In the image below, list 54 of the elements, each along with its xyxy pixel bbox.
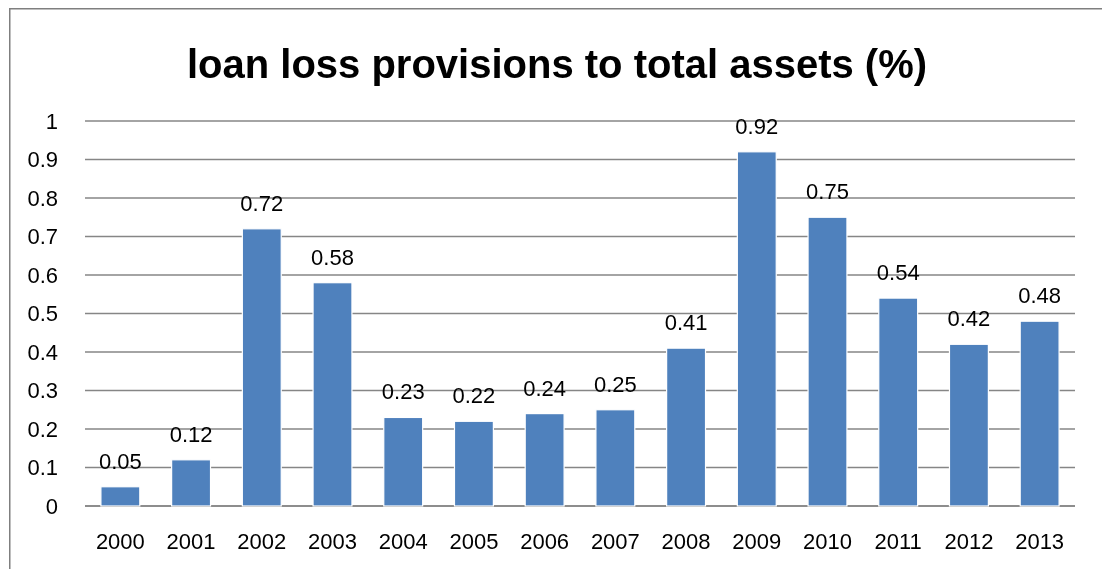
- x-tick-label: 2009: [732, 529, 782, 554]
- x-tick-label: 2004: [378, 529, 428, 554]
- bar: [453, 420, 494, 507]
- bar: [312, 282, 353, 507]
- bar: [595, 409, 636, 507]
- data-label: 0.92: [735, 113, 779, 139]
- bar: [241, 228, 282, 507]
- y-tick-label: 0.5: [27, 301, 58, 327]
- data-label: 0.72: [240, 190, 284, 216]
- x-tick-label: 2008: [661, 529, 711, 554]
- y-tick-label: 0.6: [27, 262, 58, 288]
- bar: [878, 297, 919, 507]
- x-tick-label: 2000: [95, 529, 145, 554]
- data-label: 0.23: [381, 379, 425, 405]
- data-label: 0.54: [876, 260, 920, 286]
- x-tick-label: 2006: [520, 529, 570, 554]
- y-tick-label: 0: [45, 493, 58, 519]
- x-tick-label: 2013: [1015, 529, 1065, 554]
- bar: [383, 416, 424, 507]
- x-tick-label: 2001: [166, 529, 216, 554]
- y-tick-label: 0.2: [27, 416, 58, 442]
- x-tick-label: 2007: [590, 529, 640, 554]
- x-tick-label: 2003: [308, 529, 357, 554]
- chart-title: loan loss provisions to total assets (%): [186, 42, 928, 86]
- y-tick-label: 0.1: [27, 455, 58, 481]
- bar: [171, 459, 212, 507]
- data-label: 0.58: [311, 244, 354, 270]
- bar: [524, 413, 565, 507]
- x-tick-label: 2010: [803, 529, 852, 554]
- y-tick-label: 0.7: [27, 224, 58, 250]
- x-tick-label: 2012: [944, 529, 994, 554]
- data-label: 0.48: [1018, 283, 1062, 309]
- data-label: 0.24: [523, 375, 567, 401]
- data-label: 0.12: [169, 421, 213, 447]
- data-label: 0.22: [452, 383, 496, 409]
- bar: [666, 347, 707, 507]
- y-tick-label: 0.3: [27, 378, 58, 404]
- bar: [1019, 320, 1060, 507]
- data-label: 0.25: [593, 371, 637, 397]
- bar: [948, 343, 989, 507]
- data-label: 0.42: [947, 306, 991, 332]
- y-tick-label: 0.8: [27, 185, 58, 211]
- bar: [807, 216, 848, 507]
- x-tick-label: 2005: [449, 529, 499, 554]
- y-tick-label: 1: [45, 108, 58, 134]
- data-label: 0.05: [98, 448, 142, 474]
- data-label: 0.41: [664, 310, 708, 336]
- x-tick-label: 2011: [874, 529, 922, 554]
- bar: [736, 151, 777, 507]
- data-label: 0.75: [806, 179, 849, 205]
- y-tick-label: 0.9: [27, 147, 58, 173]
- x-tick-label: 2002: [237, 529, 287, 554]
- bar: [100, 486, 141, 507]
- y-tick-label: 0.4: [27, 339, 58, 365]
